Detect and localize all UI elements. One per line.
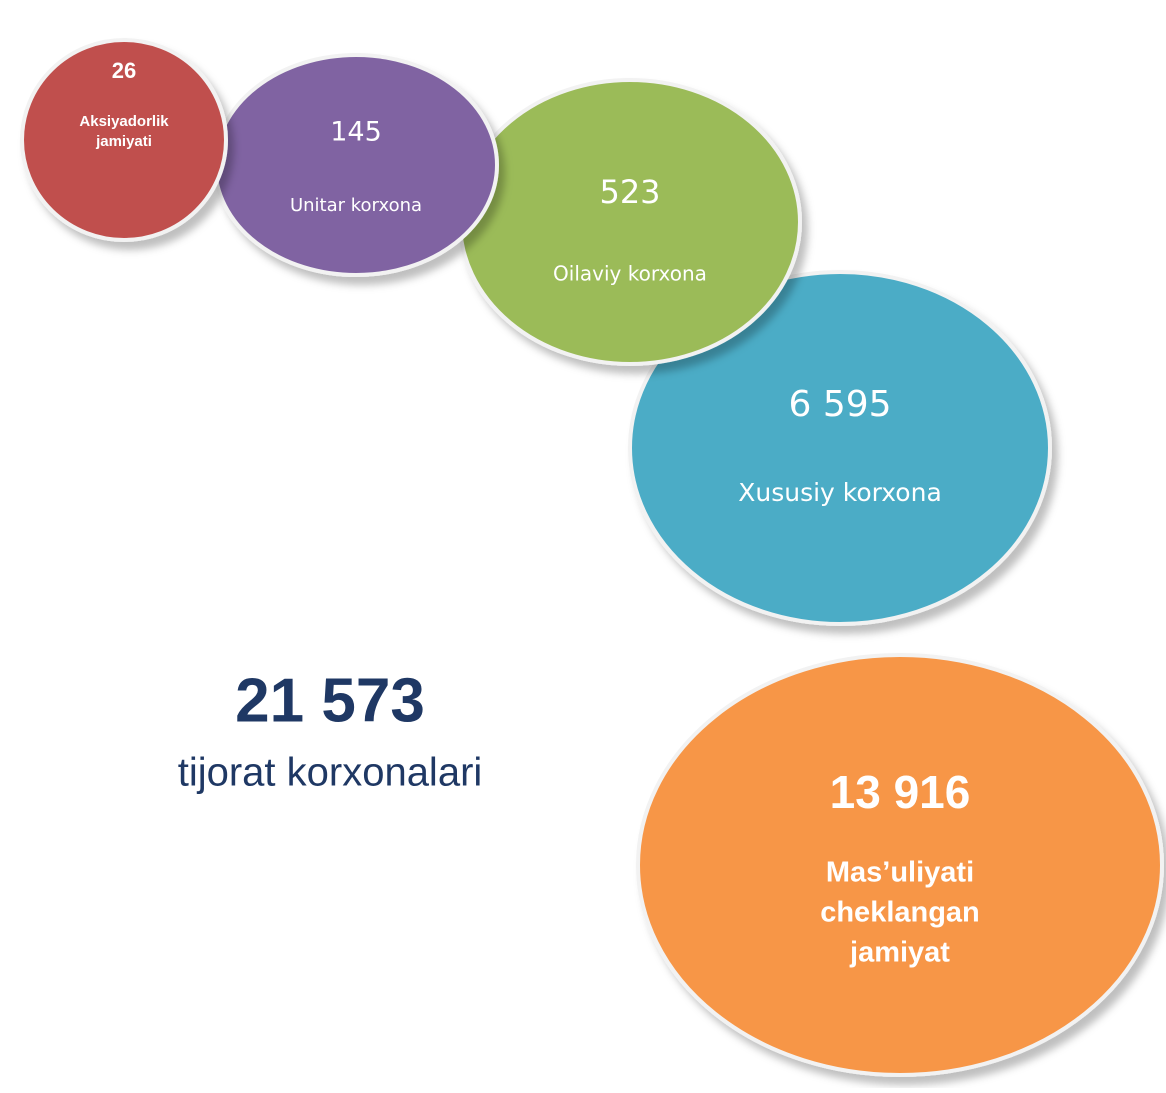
- bubble-shape: [628, 270, 1052, 626]
- bubble-label: Xususiy korxona: [738, 478, 942, 507]
- bubble-shape: [458, 78, 802, 366]
- bubble-shape: [213, 53, 499, 277]
- bubble: 145 Unitar korxona: [213, 53, 499, 277]
- bubbles: 13 916 Mas’uliyati cheklangan jamiyat 6 595 X…: [20, 38, 1164, 1077]
- bubble: 6 595 Xususiy korxona: [628, 270, 1052, 626]
- total-value: 21 573: [235, 666, 425, 735]
- bubble-value: 145: [330, 117, 382, 148]
- bubble-shape: [636, 653, 1164, 1077]
- bubble: 26 Aksiyadorlik jamiyati: [20, 38, 228, 242]
- total-label: tijorat korxonalari: [178, 751, 483, 795]
- bubble-value: 6 595: [788, 384, 891, 425]
- bubble: 523 Oilaviy korxona: [458, 78, 802, 366]
- bubble-label: jamiyat: [849, 937, 950, 969]
- bubble-value: 13 916: [830, 766, 971, 818]
- bubble-label: Unitar korxona: [290, 195, 422, 216]
- bubble-value: 26: [112, 58, 136, 83]
- bubble-value: 523: [599, 173, 660, 211]
- bubble-label: cheklangan: [820, 897, 980, 929]
- bubble-label: Mas’uliyati: [826, 857, 974, 889]
- bubble-shape: [20, 38, 228, 242]
- bubble-label: jamiyati: [95, 133, 152, 150]
- bubble-label: Aksiyadorlik: [79, 113, 169, 130]
- bubble-label: Oilaviy korxona: [553, 262, 707, 286]
- bubble: 13 916 Mas’uliyati cheklangan jamiyat: [636, 653, 1164, 1077]
